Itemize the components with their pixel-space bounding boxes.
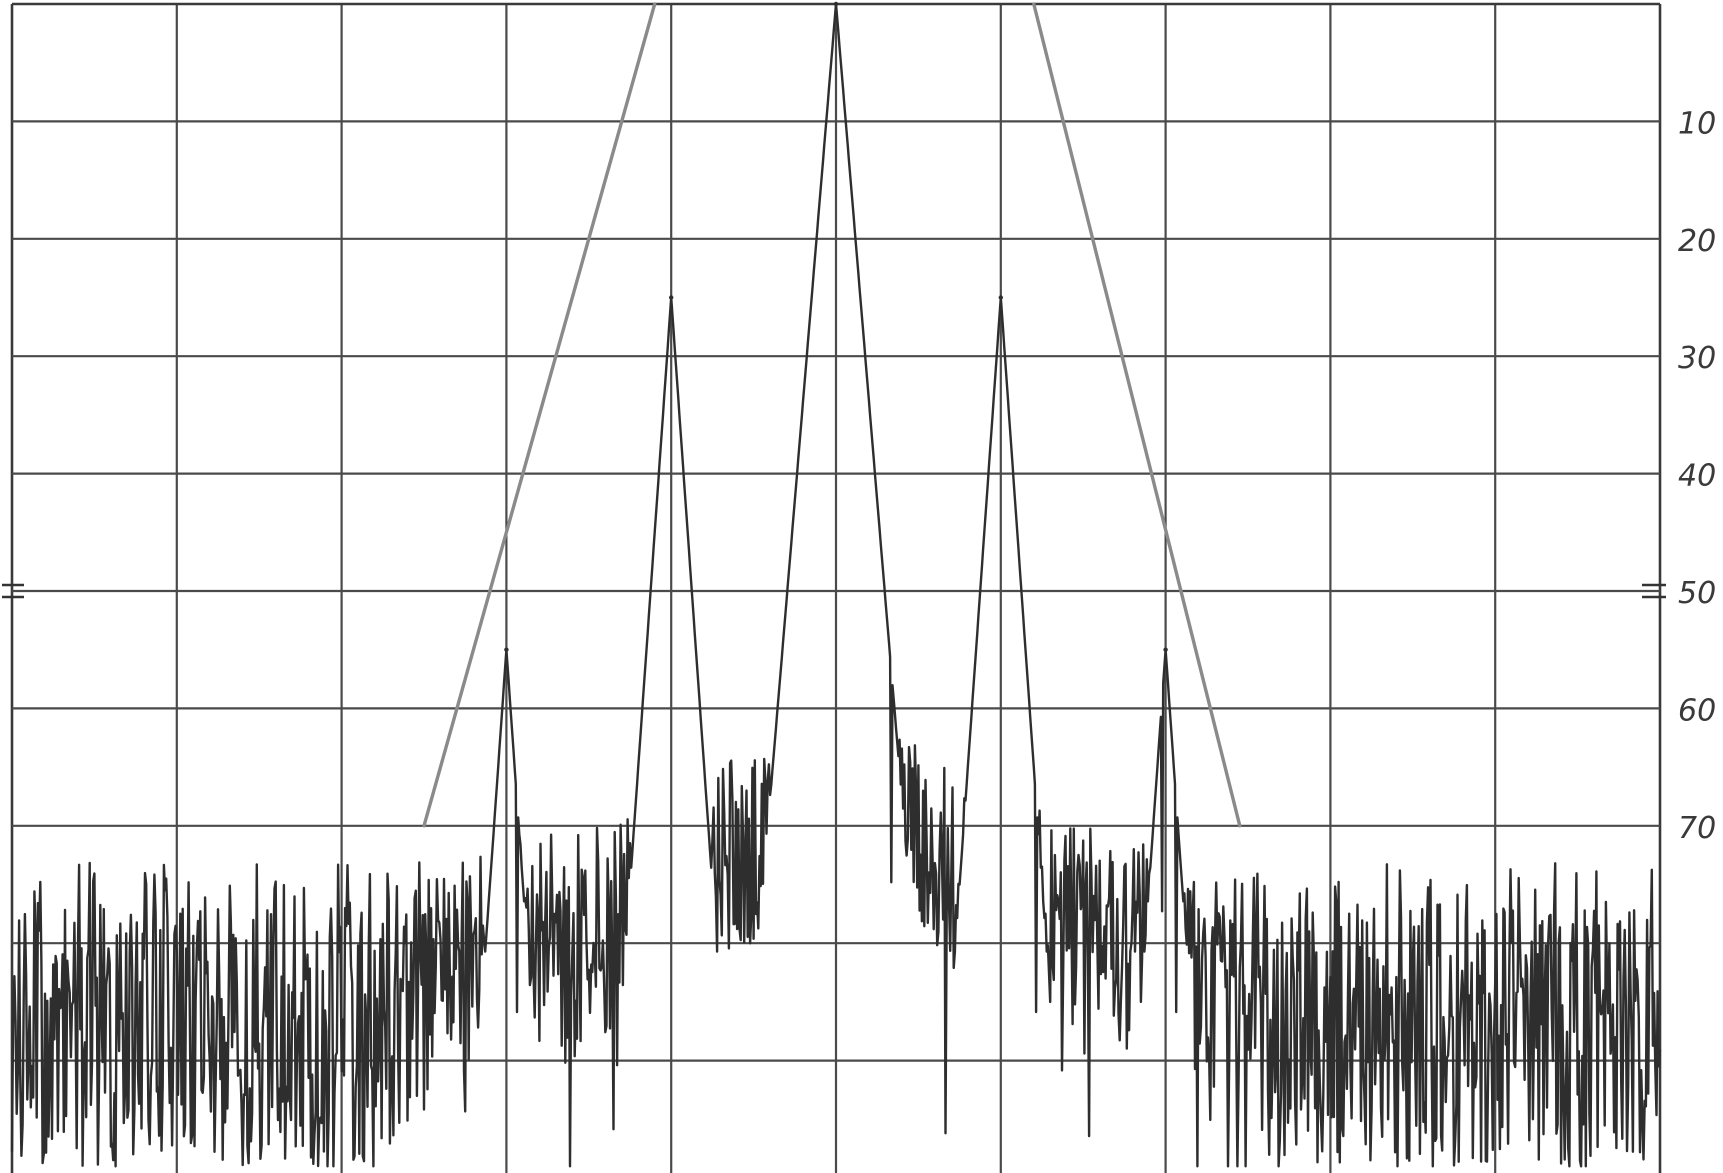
peak-point — [504, 647, 509, 652]
y-tick-label-60: 60 — [1678, 693, 1716, 728]
grid — [10, 2, 1662, 1173]
y-tick-label-70: 70 — [1678, 811, 1716, 846]
y-tick-label-30: 30 — [1678, 341, 1716, 376]
peak-point — [1163, 647, 1168, 652]
y-tick-label-10: 10 — [1678, 106, 1716, 141]
y-tick-label-50: 50 — [1678, 576, 1716, 611]
peak-point — [669, 295, 674, 300]
y-tick-label-40: 40 — [1678, 459, 1716, 494]
peak-point — [998, 295, 1003, 300]
envelope-right — [1032, 2, 1242, 828]
peak-markers — [504, 1, 1168, 652]
reference-level-markers — [2, 583, 1666, 599]
peak-point — [833, 1, 839, 7]
envelope-left — [422, 2, 657, 828]
y-tick-label-20: 20 — [1678, 224, 1716, 259]
y-tick-labels: 10 20 30 40 50 60 70 — [1678, 106, 1716, 845]
